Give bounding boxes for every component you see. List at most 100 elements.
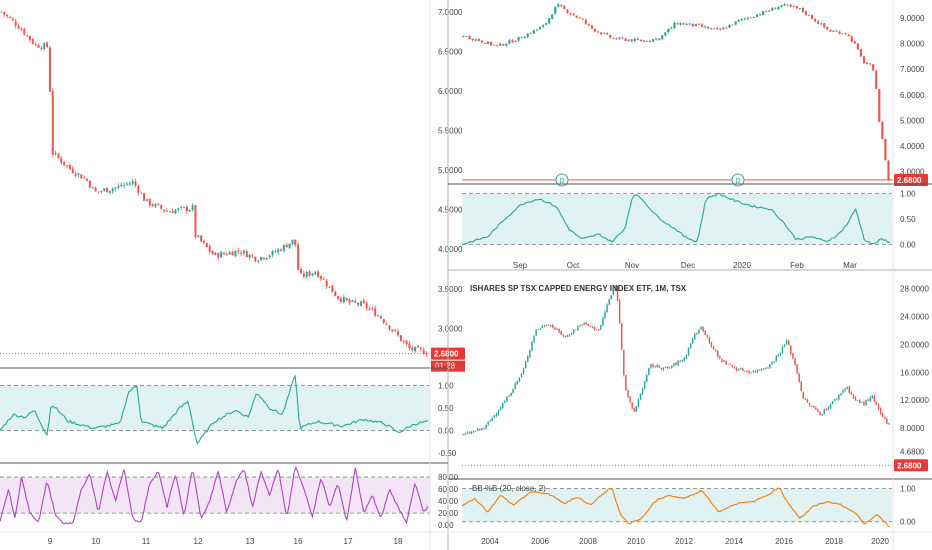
candle bbox=[810, 405, 813, 407]
candle bbox=[165, 210, 168, 212]
left-price-pane[interactable]: 7.0000 6.5000 6.0000 5.5000 5.0000 4.5000 4.00… bbox=[0, 8, 465, 546]
candle bbox=[77, 173, 80, 175]
band-fill bbox=[462, 488, 892, 522]
candle bbox=[365, 302, 368, 309]
left-bb-pane[interactable]: 1.00 0.50 0.00 -0.50 bbox=[0, 373, 457, 458]
candle bbox=[658, 365, 661, 368]
candle bbox=[625, 375, 627, 391]
candle bbox=[517, 36, 520, 41]
candle bbox=[590, 25, 593, 29]
candle bbox=[612, 38, 615, 39]
candle bbox=[762, 368, 765, 370]
candle bbox=[654, 366, 656, 368]
candle bbox=[814, 18, 817, 22]
candle bbox=[719, 28, 722, 30]
candle bbox=[548, 18, 551, 24]
candle bbox=[477, 38, 480, 42]
candle bbox=[645, 40, 649, 42]
y-tick-label: 0.50 bbox=[900, 215, 916, 224]
y-tick-label: 8.0000 bbox=[900, 40, 925, 49]
candle bbox=[708, 336, 711, 343]
candle bbox=[660, 368, 663, 370]
candle bbox=[838, 31, 841, 34]
candle bbox=[94, 187, 97, 192]
candle bbox=[499, 407, 502, 411]
candle bbox=[54, 152, 57, 154]
candle bbox=[847, 34, 850, 37]
candle bbox=[841, 33, 844, 35]
candle bbox=[522, 368, 525, 374]
candle bbox=[308, 271, 311, 276]
candle bbox=[673, 22, 676, 28]
candle bbox=[262, 257, 265, 260]
candle bbox=[630, 39, 633, 42]
candle bbox=[794, 358, 796, 365]
candle bbox=[114, 187, 117, 189]
candle bbox=[737, 369, 740, 371]
candle bbox=[489, 41, 493, 46]
candle bbox=[474, 431, 477, 433]
candle bbox=[496, 45, 499, 47]
x-tick-label: 2014 bbox=[725, 537, 743, 546]
candle bbox=[664, 367, 667, 368]
candle bbox=[721, 358, 723, 362]
chart-title: ISHARES SP TSX CAPPED ENERGY INDEX ETF, … bbox=[470, 284, 687, 293]
candle bbox=[547, 325, 550, 327]
candle bbox=[652, 39, 655, 42]
candle bbox=[485, 424, 487, 429]
candle bbox=[331, 285, 334, 293]
candle bbox=[633, 408, 635, 412]
candle bbox=[886, 418, 888, 424]
candle bbox=[560, 331, 562, 335]
candle bbox=[773, 361, 775, 363]
candle bbox=[285, 244, 288, 248]
candle bbox=[832, 31, 835, 32]
candle bbox=[518, 377, 521, 382]
candle bbox=[43, 43, 46, 50]
x-tick-label: 2020 bbox=[733, 261, 751, 270]
band-fill bbox=[0, 385, 430, 431]
candle bbox=[591, 326, 594, 328]
candle bbox=[462, 35, 465, 37]
candle bbox=[813, 406, 815, 408]
right-top-price-pane[interactable]: 9.0000 8.0000 7.0000 6.0000 5.0000 4.0000 3.00… bbox=[462, 2, 928, 270]
y-tick-label: 0.00 bbox=[900, 518, 916, 527]
y-tick-label: 6.0000 bbox=[900, 91, 925, 100]
candle bbox=[493, 44, 496, 46]
candle bbox=[844, 33, 847, 35]
candle bbox=[786, 4, 789, 6]
candle bbox=[669, 367, 671, 369]
candle bbox=[486, 41, 490, 44]
candle bbox=[746, 17, 749, 20]
candle bbox=[183, 207, 186, 209]
x-tick-label: Nov bbox=[625, 261, 639, 270]
candle bbox=[148, 198, 151, 206]
candle bbox=[533, 335, 535, 342]
candle bbox=[11, 18, 14, 21]
candle bbox=[157, 203, 160, 205]
candle bbox=[823, 409, 825, 414]
candle bbox=[74, 173, 77, 176]
candle bbox=[374, 308, 377, 317]
candle bbox=[608, 299, 610, 305]
candle bbox=[850, 36, 853, 42]
candle bbox=[359, 301, 362, 306]
candle bbox=[408, 343, 411, 349]
candle bbox=[884, 416, 886, 419]
candle bbox=[537, 329, 539, 330]
right-bottom-bb-pane[interactable]: 1.00 0.00 BB %B (20, close, 2) bbox=[461, 484, 916, 528]
candle bbox=[37, 45, 40, 48]
candle bbox=[858, 400, 861, 403]
candle bbox=[723, 360, 725, 362]
candle bbox=[789, 4, 792, 7]
right-bottom-price-pane[interactable]: 28.0000 24.0000 20.0000 16.0000 12.0000 8.000… bbox=[462, 284, 929, 546]
candle bbox=[744, 370, 746, 372]
right-top-bb-pane[interactable]: 1.00 0.50 0.00 bbox=[461, 190, 916, 250]
candle bbox=[765, 10, 768, 12]
candle bbox=[211, 250, 214, 255]
x-tick-label: 16 bbox=[294, 537, 303, 546]
candle bbox=[685, 355, 688, 359]
y-tick-label: 0.00 bbox=[438, 427, 454, 436]
candle bbox=[103, 188, 106, 191]
